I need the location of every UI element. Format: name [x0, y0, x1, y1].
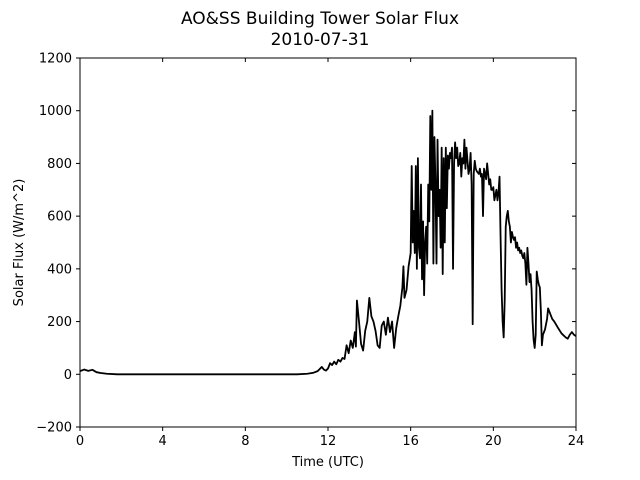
- x-tick-label: 20: [485, 434, 502, 449]
- plot-frame: [79, 57, 577, 428]
- plot-layer: [80, 109, 576, 376]
- y-tick-label: 1000: [39, 104, 72, 119]
- x-tick-label: 0: [76, 434, 84, 449]
- y-tick-label: 200: [47, 315, 72, 330]
- y-tick-label: −200: [36, 421, 72, 436]
- x-tick-label: 16: [402, 434, 419, 449]
- y-tick-label: 600: [47, 210, 72, 225]
- tick-layer: 0 4 8 12 16 20 24 −200 0 200 400 600 800 1000 1200: [36, 52, 584, 450]
- x-axis-label: Time (UTC): [291, 455, 364, 470]
- chart-subtitle: 2010-07-31: [271, 30, 370, 50]
- y-tick-label: 400: [47, 262, 72, 277]
- y-tick-label: 0: [64, 368, 72, 383]
- x-tick-label: 4: [159, 434, 167, 449]
- x-tick-label: 12: [320, 434, 337, 449]
- x-tick-label: 8: [241, 434, 249, 449]
- x-tick-label: 24: [568, 434, 585, 449]
- series-line-0: [80, 109, 576, 376]
- y-axis-label: Solar Flux (W/m^2): [12, 179, 27, 307]
- y-tick-label: 1200: [39, 52, 72, 67]
- y-tick-label: 800: [47, 157, 72, 172]
- chart-title: AO&SS Building Tower Solar Flux: [181, 9, 459, 29]
